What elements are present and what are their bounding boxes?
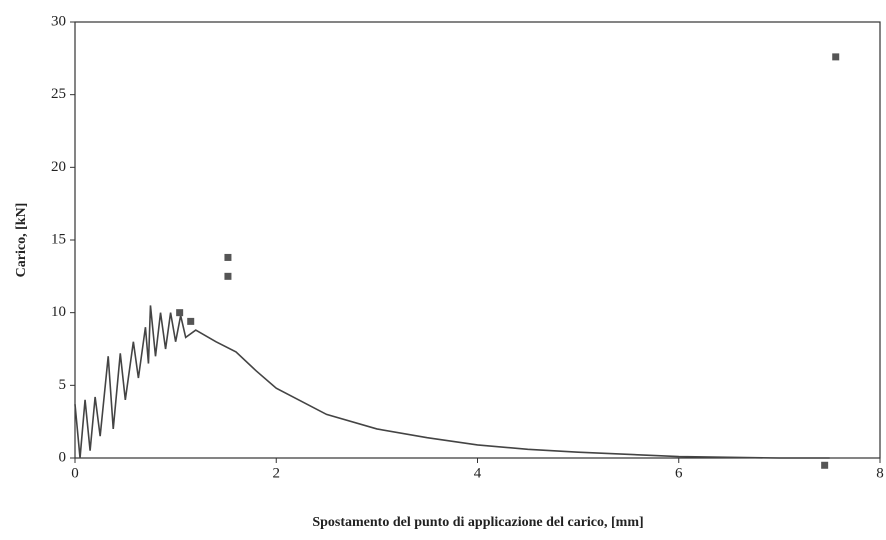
x-tick-label: 8 — [876, 465, 884, 481]
y-tick-label: 15 — [51, 231, 66, 247]
data-point — [176, 309, 184, 317]
data-point — [832, 53, 840, 61]
plot-frame — [74, 21, 881, 459]
load-curve — [74, 305, 830, 459]
y-tick-label: 20 — [51, 159, 66, 175]
y-tick-label: 25 — [51, 86, 66, 102]
x-tick-label: 2 — [273, 465, 281, 481]
data-point — [187, 317, 195, 325]
x-axis-label: Spostamento del punto di applicazione de… — [312, 515, 643, 530]
y-tick-label: 5 — [59, 377, 67, 393]
x-tick-label: 6 — [675, 465, 683, 481]
data-point — [224, 253, 232, 261]
x-tick-label: 4 — [474, 465, 482, 481]
data-point — [224, 272, 232, 280]
y-tick-label: 30 — [51, 13, 66, 29]
data-point — [821, 461, 829, 469]
y-tick-label: 0 — [59, 449, 67, 465]
x-tick-label: 0 — [71, 465, 79, 481]
y-tick-label: 10 — [51, 304, 66, 320]
y-axis-label: Carico, [kN] — [14, 203, 29, 278]
